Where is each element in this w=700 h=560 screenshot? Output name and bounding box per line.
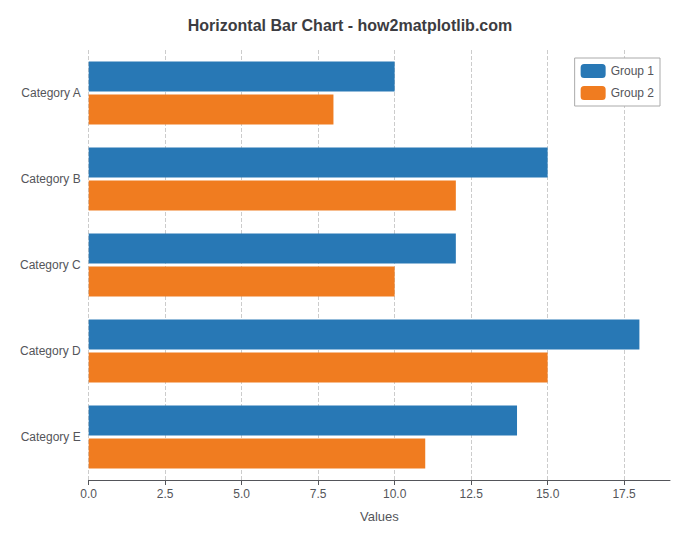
svg-text:15.0: 15.0: [536, 487, 560, 501]
svg-text:7.5: 7.5: [310, 487, 327, 501]
svg-text:12.5: 12.5: [459, 487, 483, 501]
svg-text:Category B: Category B: [21, 172, 81, 186]
svg-text:Horizontal Bar Chart - how2mat: Horizontal Bar Chart - how2matplotlib.co…: [188, 17, 512, 34]
svg-text:5.0: 5.0: [233, 487, 250, 501]
svg-text:2.5: 2.5: [157, 487, 174, 501]
svg-text:10.0: 10.0: [383, 487, 407, 501]
svg-text:Category C: Category C: [20, 258, 81, 272]
svg-text:17.5: 17.5: [612, 487, 636, 501]
svg-text:Group 2: Group 2: [611, 86, 655, 100]
svg-text:Category D: Category D: [20, 344, 81, 358]
svg-text:Category E: Category E: [21, 430, 81, 444]
svg-text:0.0: 0.0: [80, 487, 97, 501]
svg-text:Values: Values: [360, 509, 399, 524]
svg-text:Category A: Category A: [21, 86, 80, 100]
svg-text:Group 1: Group 1: [611, 64, 655, 78]
